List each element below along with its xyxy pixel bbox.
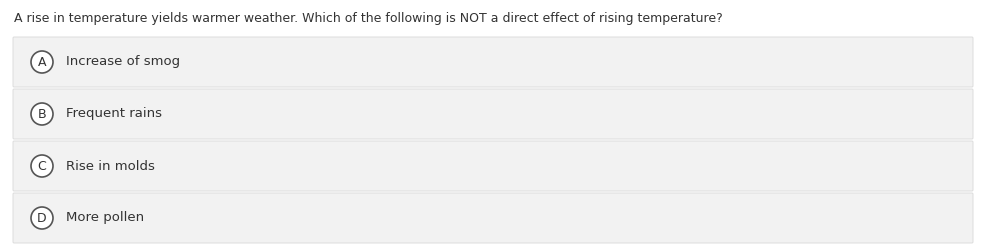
Text: Frequent rains: Frequent rains <box>66 108 162 121</box>
FancyBboxPatch shape <box>13 37 973 87</box>
Text: B: B <box>37 108 46 121</box>
Text: Rise in molds: Rise in molds <box>66 159 155 172</box>
Ellipse shape <box>31 207 53 229</box>
Text: A: A <box>37 56 46 68</box>
FancyBboxPatch shape <box>13 89 973 139</box>
FancyBboxPatch shape <box>13 193 973 243</box>
Ellipse shape <box>31 103 53 125</box>
Ellipse shape <box>31 51 53 73</box>
Text: Increase of smog: Increase of smog <box>66 56 180 68</box>
Text: C: C <box>37 159 46 172</box>
Text: A rise in temperature yields warmer weather. Which of the following is NOT a dir: A rise in temperature yields warmer weat… <box>14 12 723 25</box>
FancyBboxPatch shape <box>13 141 973 191</box>
Text: More pollen: More pollen <box>66 212 144 225</box>
Ellipse shape <box>31 155 53 177</box>
Text: D: D <box>37 212 46 225</box>
